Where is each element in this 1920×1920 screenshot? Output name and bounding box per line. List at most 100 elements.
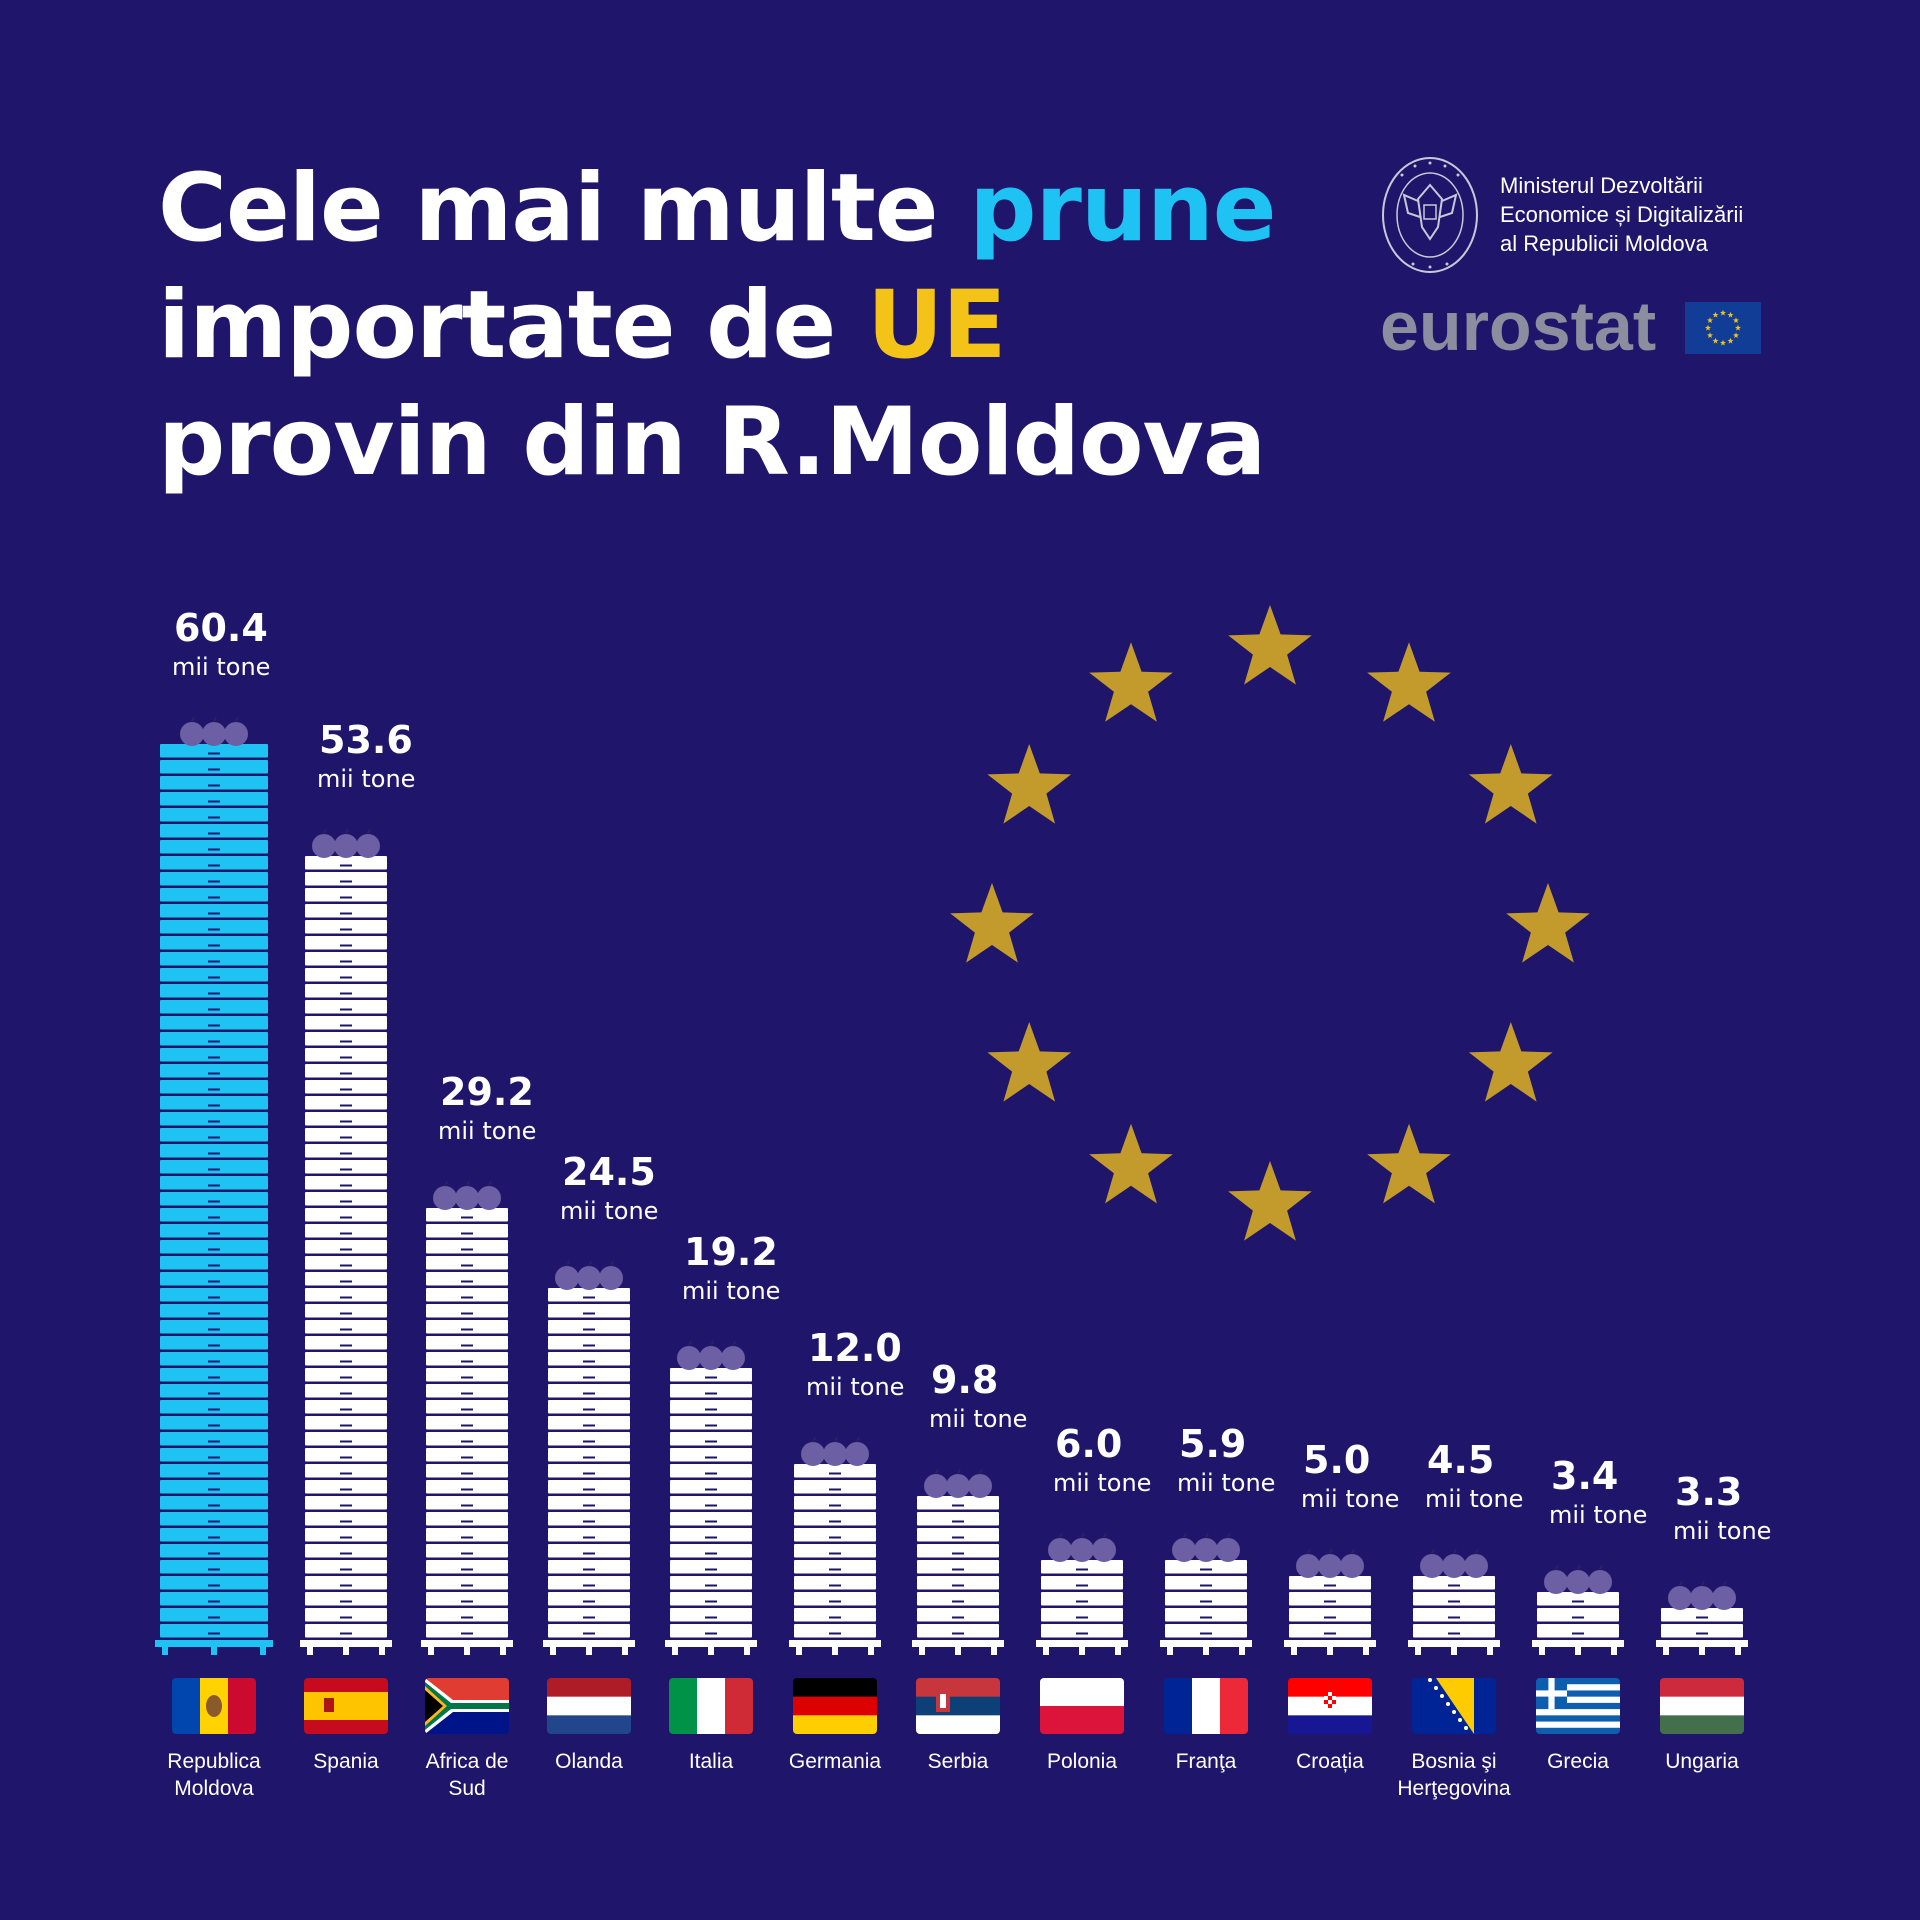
plum-icon <box>946 1474 970 1498</box>
value-label: 12.0 <box>808 1326 902 1370</box>
value-label: 4.5 <box>1427 1438 1495 1482</box>
mini-star-icon <box>1705 324 1711 331</box>
plum-icon <box>202 722 226 746</box>
flag-hungary-icon <box>1660 1678 1744 1734</box>
ministry-name-line1: Ministerul Dezvoltării <box>1500 173 1703 198</box>
eu-flag-icon <box>1685 302 1761 354</box>
plum-icon <box>1690 1586 1714 1610</box>
mini-star-icon <box>1732 317 1739 324</box>
ministry-name-line2: Economice și Digitalizării <box>1500 202 1744 227</box>
plum-icon <box>1712 1586 1736 1610</box>
plum-icon <box>1588 1570 1612 1594</box>
moldova-government-seal-icon <box>1382 157 1478 273</box>
category-label: Bosnia şi Herţegovina <box>1397 1750 1511 1800</box>
title-highlight-ue: UE <box>866 271 1007 380</box>
eu-star-icon <box>987 744 1072 824</box>
plum-icon <box>455 1186 479 1210</box>
bar-3 <box>421 1180 513 1655</box>
plum-icon <box>599 1266 623 1290</box>
plum-icon <box>433 1186 457 1210</box>
plum-icon <box>180 722 204 746</box>
plum-icon <box>677 1346 701 1370</box>
plum-icon <box>1194 1538 1218 1562</box>
flag-serbia-icon <box>916 1678 1000 1734</box>
ministry-name-line3: al Republicii Moldova <box>1500 231 1708 256</box>
flag-moldova-icon <box>172 1678 256 1734</box>
unit-label: mii tone <box>317 765 416 793</box>
plum-icon <box>1420 1554 1444 1578</box>
plum-icon <box>1668 1586 1692 1610</box>
eu-star-icon <box>950 883 1034 963</box>
plum-icon <box>823 1442 847 1466</box>
category-label: Ungaria <box>1665 1750 1739 1773</box>
title-part1: Cele mai multe <box>158 154 970 263</box>
category-label: Franţa <box>1175 1750 1237 1773</box>
plum-icon <box>1296 1554 1320 1578</box>
plum-icon <box>801 1442 825 1466</box>
plum-icon <box>721 1346 745 1370</box>
plum-icon <box>577 1266 601 1290</box>
value-label: 29.2 <box>440 1070 534 1114</box>
eu-star-icon <box>1089 642 1173 722</box>
eu-star-icon <box>1367 642 1451 722</box>
unit-label: mii tone <box>929 1405 1028 1433</box>
value-label: 5.9 <box>1179 1422 1247 1466</box>
unit-label: mii tone <box>806 1373 905 1401</box>
unit-label: mii tone <box>1301 1485 1400 1513</box>
bar-13 <box>1656 1580 1748 1655</box>
mini-star-icon <box>1712 311 1719 318</box>
bar-6 <box>789 1436 881 1655</box>
value-label: 5.0 <box>1303 1438 1371 1482</box>
title-part3: provin din R.Moldova <box>158 388 1266 497</box>
mini-star-icon <box>1732 332 1739 339</box>
value-label: 53.6 <box>319 718 413 762</box>
category-label: Croația <box>1296 1750 1364 1773</box>
flag-germany-icon <box>793 1678 877 1734</box>
mini-star-icon <box>1727 311 1734 318</box>
eu-star-icon <box>1228 1161 1312 1241</box>
flag-south-africa-icon <box>425 1678 509 1734</box>
plum-icon <box>1216 1538 1240 1562</box>
unit-label: mii tone <box>560 1197 659 1225</box>
mini-star-icon <box>1707 332 1714 339</box>
eu-star-icon <box>1367 1123 1451 1204</box>
plum-icon <box>312 834 336 858</box>
unit-label: mii tone <box>438 1117 537 1145</box>
plum-icon <box>1464 1554 1488 1578</box>
unit-label: mii tone <box>1177 1469 1276 1497</box>
unit-label: mii tone <box>172 653 271 681</box>
flag-italy-icon <box>669 1678 753 1734</box>
plum-icon <box>1092 1538 1116 1562</box>
bar-11 <box>1408 1548 1500 1655</box>
plum-icon <box>1318 1554 1342 1578</box>
category-label: Polonia <box>1046 1750 1118 1773</box>
category-label: Grecia <box>1547 1750 1609 1773</box>
mini-star-icon <box>1720 339 1726 346</box>
category-label: Germania <box>788 1750 882 1773</box>
eurostat-logo: eurostat <box>1380 287 1820 370</box>
bar-12 <box>1532 1564 1624 1655</box>
bar-4 <box>543 1260 635 1655</box>
plum-icon <box>1070 1538 1094 1562</box>
eu-star-icon <box>987 1022 1072 1102</box>
category-label: Africa de Sud <box>425 1750 509 1800</box>
plum-icon <box>555 1266 579 1290</box>
flag-croatia-icon <box>1288 1678 1372 1734</box>
mini-star-icon <box>1720 309 1726 316</box>
category-label: Italia <box>688 1750 734 1773</box>
ministry-logo: Ministerul Dezvoltării Economice și Digi… <box>1380 155 1800 275</box>
plum-icon <box>1048 1538 1072 1562</box>
plum-icon <box>477 1186 501 1210</box>
flag-france-icon <box>1164 1678 1248 1734</box>
unit-label: mii tone <box>1053 1469 1152 1497</box>
flag-spain-icon <box>304 1678 388 1734</box>
plum-icon <box>845 1442 869 1466</box>
flag-bosnia-icon <box>1412 1678 1496 1734</box>
bar-8 <box>1036 1532 1128 1655</box>
plum-icon <box>924 1474 948 1498</box>
bar-7 <box>912 1468 1004 1655</box>
value-label: 60.4 <box>174 606 268 650</box>
value-label: 3.4 <box>1551 1454 1619 1498</box>
plum-icon <box>224 722 248 746</box>
